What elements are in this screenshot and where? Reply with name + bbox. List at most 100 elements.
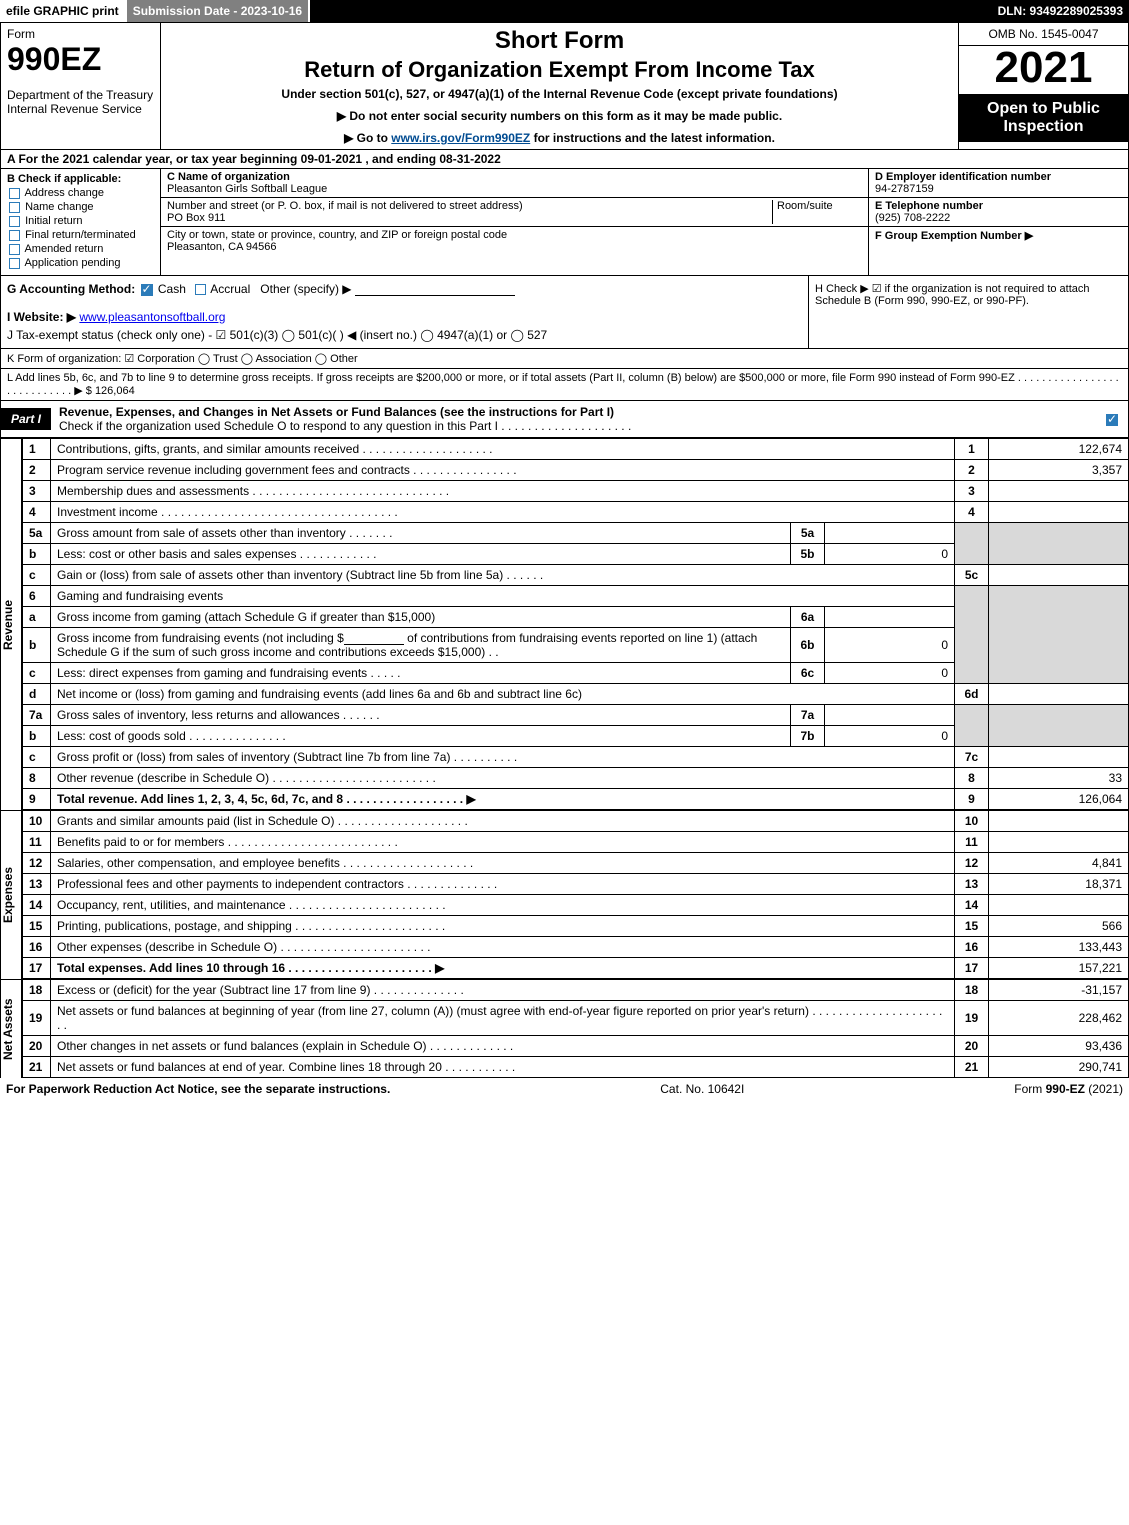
website-link[interactable]: www.pleasantonsoftball.org — [79, 310, 225, 324]
row-6d: dNet income or (loss) from gaming and fu… — [23, 684, 1129, 705]
org-name: Pleasanton Girls Softball League — [167, 183, 862, 195]
subtitle: Under section 501(c), 527, or 4947(a)(1)… — [167, 87, 952, 101]
header-right: OMB No. 1545-0047 2021 Open to Public In… — [958, 23, 1128, 149]
row-10: 10Grants and similar amounts paid (list … — [23, 811, 1129, 832]
row-17: 17Total expenses. Add lines 10 through 1… — [23, 958, 1129, 979]
row-14: 14Occupancy, rent, utilities, and mainte… — [23, 895, 1129, 916]
chk-cash-icon[interactable] — [141, 284, 153, 296]
line-a: A For the 2021 calendar year, or tax yea… — [0, 150, 1129, 169]
row-2: 2Program service revenue including gover… — [23, 460, 1129, 481]
revenue-table: 1Contributions, gifts, grants, and simil… — [22, 438, 1129, 810]
expenses-table: 10Grants and similar amounts paid (list … — [22, 810, 1129, 979]
g-accrual: Accrual — [210, 282, 250, 296]
title-short-form: Short Form — [167, 27, 952, 55]
row-16: 16Other expenses (describe in Schedule O… — [23, 937, 1129, 958]
part1-checkline: Check if the organization used Schedule … — [59, 419, 631, 433]
open-to-public: Open to Public Inspection — [959, 94, 1128, 142]
row-19: 19Net assets or fund balances at beginni… — [23, 1001, 1129, 1036]
e-row: E Telephone number (925) 708-2222 — [869, 198, 1128, 227]
side-revenue: Revenue — [0, 438, 22, 810]
checkbox-icon — [9, 244, 20, 255]
chk-accrual-icon[interactable] — [195, 284, 206, 295]
street-value: PO Box 911 — [167, 212, 772, 224]
chk-amended-return[interactable]: Amended return — [7, 243, 154, 255]
row-3: 3Membership dues and assessments . . . .… — [23, 481, 1129, 502]
form-word: Form — [7, 27, 154, 41]
section-b: B Check if applicable: Address change Na… — [1, 169, 161, 275]
chk-address-change[interactable]: Address change — [7, 187, 154, 199]
blank-contrib — [344, 633, 404, 645]
row-7c: cGross profit or (loss) from sales of in… — [23, 747, 1129, 768]
top-bar: efile GRAPHIC print Submission Date - 20… — [0, 0, 1129, 22]
section-c: C Name of organization Pleasanton Girls … — [161, 169, 868, 275]
name-label: C Name of organization — [167, 171, 862, 183]
side-netassets: Net Assets — [0, 979, 22, 1078]
efile-label[interactable]: efile GRAPHIC print — [0, 0, 127, 22]
row-5a: 5aGross amount from sale of assets other… — [23, 523, 1129, 544]
row-4: 4Investment income . . . . . . . . . . .… — [23, 502, 1129, 523]
checkbox-icon — [1106, 414, 1118, 426]
row-5c: cGain or (loss) from sale of assets othe… — [23, 565, 1129, 586]
i-label: I Website: ▶ — [7, 310, 76, 324]
chk-name-change[interactable]: Name change — [7, 201, 154, 213]
f-row: F Group Exemption Number ▶ — [869, 227, 1128, 275]
e-label: E Telephone number — [875, 200, 1122, 212]
header-center: Short Form Return of Organization Exempt… — [161, 23, 958, 149]
goto-pre: ▶ Go to — [344, 131, 391, 145]
part1-header: Part I Revenue, Expenses, and Changes in… — [0, 401, 1129, 438]
form-header: Form 990EZ Department of the Treasury In… — [0, 22, 1129, 150]
section-def: D Employer identification number 94-2787… — [868, 169, 1128, 275]
row-1: 1Contributions, gifts, grants, and simil… — [23, 439, 1129, 460]
g-label: G Accounting Method: — [7, 282, 135, 296]
section-h: H Check ▶ ☑ if the organization is not r… — [808, 276, 1128, 348]
l-text: L Add lines 5b, 6c, and 7b to line 9 to … — [7, 372, 1119, 397]
footer-right: Form 990-EZ (2021) — [1014, 1082, 1123, 1096]
revenue-section: Revenue 1Contributions, gifts, grants, a… — [0, 438, 1129, 810]
part1-check[interactable] — [1104, 412, 1120, 426]
row-8: 8Other revenue (describe in Schedule O) … — [23, 768, 1129, 789]
chk-final-return[interactable]: Final return/terminated — [7, 229, 154, 241]
footer-catno: Cat. No. 10642I — [660, 1082, 744, 1096]
org-name-row: C Name of organization Pleasanton Girls … — [161, 169, 868, 198]
netassets-table: 18Excess or (deficit) for the year (Subt… — [22, 979, 1129, 1078]
d-label: D Employer identification number — [875, 171, 1122, 183]
row-18: 18Excess or (deficit) for the year (Subt… — [23, 980, 1129, 1001]
street-row: Number and street (or P. O. box, if mail… — [161, 198, 868, 227]
d-row: D Employer identification number 94-2787… — [869, 169, 1128, 198]
row-13: 13Professional fees and other payments t… — [23, 874, 1129, 895]
irs-link[interactable]: www.irs.gov/Form990EZ — [391, 131, 530, 145]
section-l: L Add lines 5b, 6c, and 7b to line 9 to … — [0, 369, 1129, 401]
checkbox-icon — [9, 216, 20, 227]
gh-row: G Accounting Method: Cash Accrual Other … — [0, 276, 1129, 349]
header-left: Form 990EZ Department of the Treasury In… — [1, 23, 161, 149]
room-suite: Room/suite — [772, 200, 862, 224]
row-11: 11Benefits paid to or for members . . . … — [23, 832, 1129, 853]
checkbox-icon — [9, 202, 20, 213]
side-expenses: Expenses — [0, 810, 22, 979]
title-return: Return of Organization Exempt From Incom… — [167, 57, 952, 83]
ein-value: 94-2787159 — [875, 183, 1122, 195]
g-other: Other (specify) ▶ — [260, 282, 351, 296]
street-label: Number and street (or P. O. box, if mail… — [167, 200, 772, 212]
part1-title: Revenue, Expenses, and Changes in Net As… — [59, 401, 1104, 437]
row-7a: 7aGross sales of inventory, less returns… — [23, 705, 1129, 726]
page-footer: For Paperwork Reduction Act Notice, see … — [0, 1078, 1129, 1100]
g-cash: Cash — [158, 282, 186, 296]
checkbox-icon — [9, 230, 20, 241]
block-bcdef: B Check if applicable: Address change Na… — [0, 169, 1129, 276]
chk-initial-return[interactable]: Initial return — [7, 215, 154, 227]
form-number: 990EZ — [7, 41, 154, 78]
bullet-ssn: ▶ Do not enter social security numbers o… — [167, 109, 952, 123]
b-label: B Check if applicable: — [7, 173, 154, 185]
f-label: F Group Exemption Number ▶ — [875, 229, 1122, 242]
row-9: 9Total revenue. Add lines 1, 2, 3, 4, 5c… — [23, 789, 1129, 810]
chk-application-pending[interactable]: Application pending — [7, 257, 154, 269]
expenses-section: Expenses 10Grants and similar amounts pa… — [0, 810, 1129, 979]
l-value: 126,064 — [95, 385, 135, 397]
row-12: 12Salaries, other compensation, and empl… — [23, 853, 1129, 874]
part1-badge: Part I — [1, 408, 51, 430]
topbar-spacer — [310, 0, 991, 22]
section-g: G Accounting Method: Cash Accrual Other … — [1, 276, 808, 348]
row-20: 20Other changes in net assets or fund ba… — [23, 1036, 1129, 1057]
dln-label: DLN: 93492289025393 — [992, 0, 1129, 22]
